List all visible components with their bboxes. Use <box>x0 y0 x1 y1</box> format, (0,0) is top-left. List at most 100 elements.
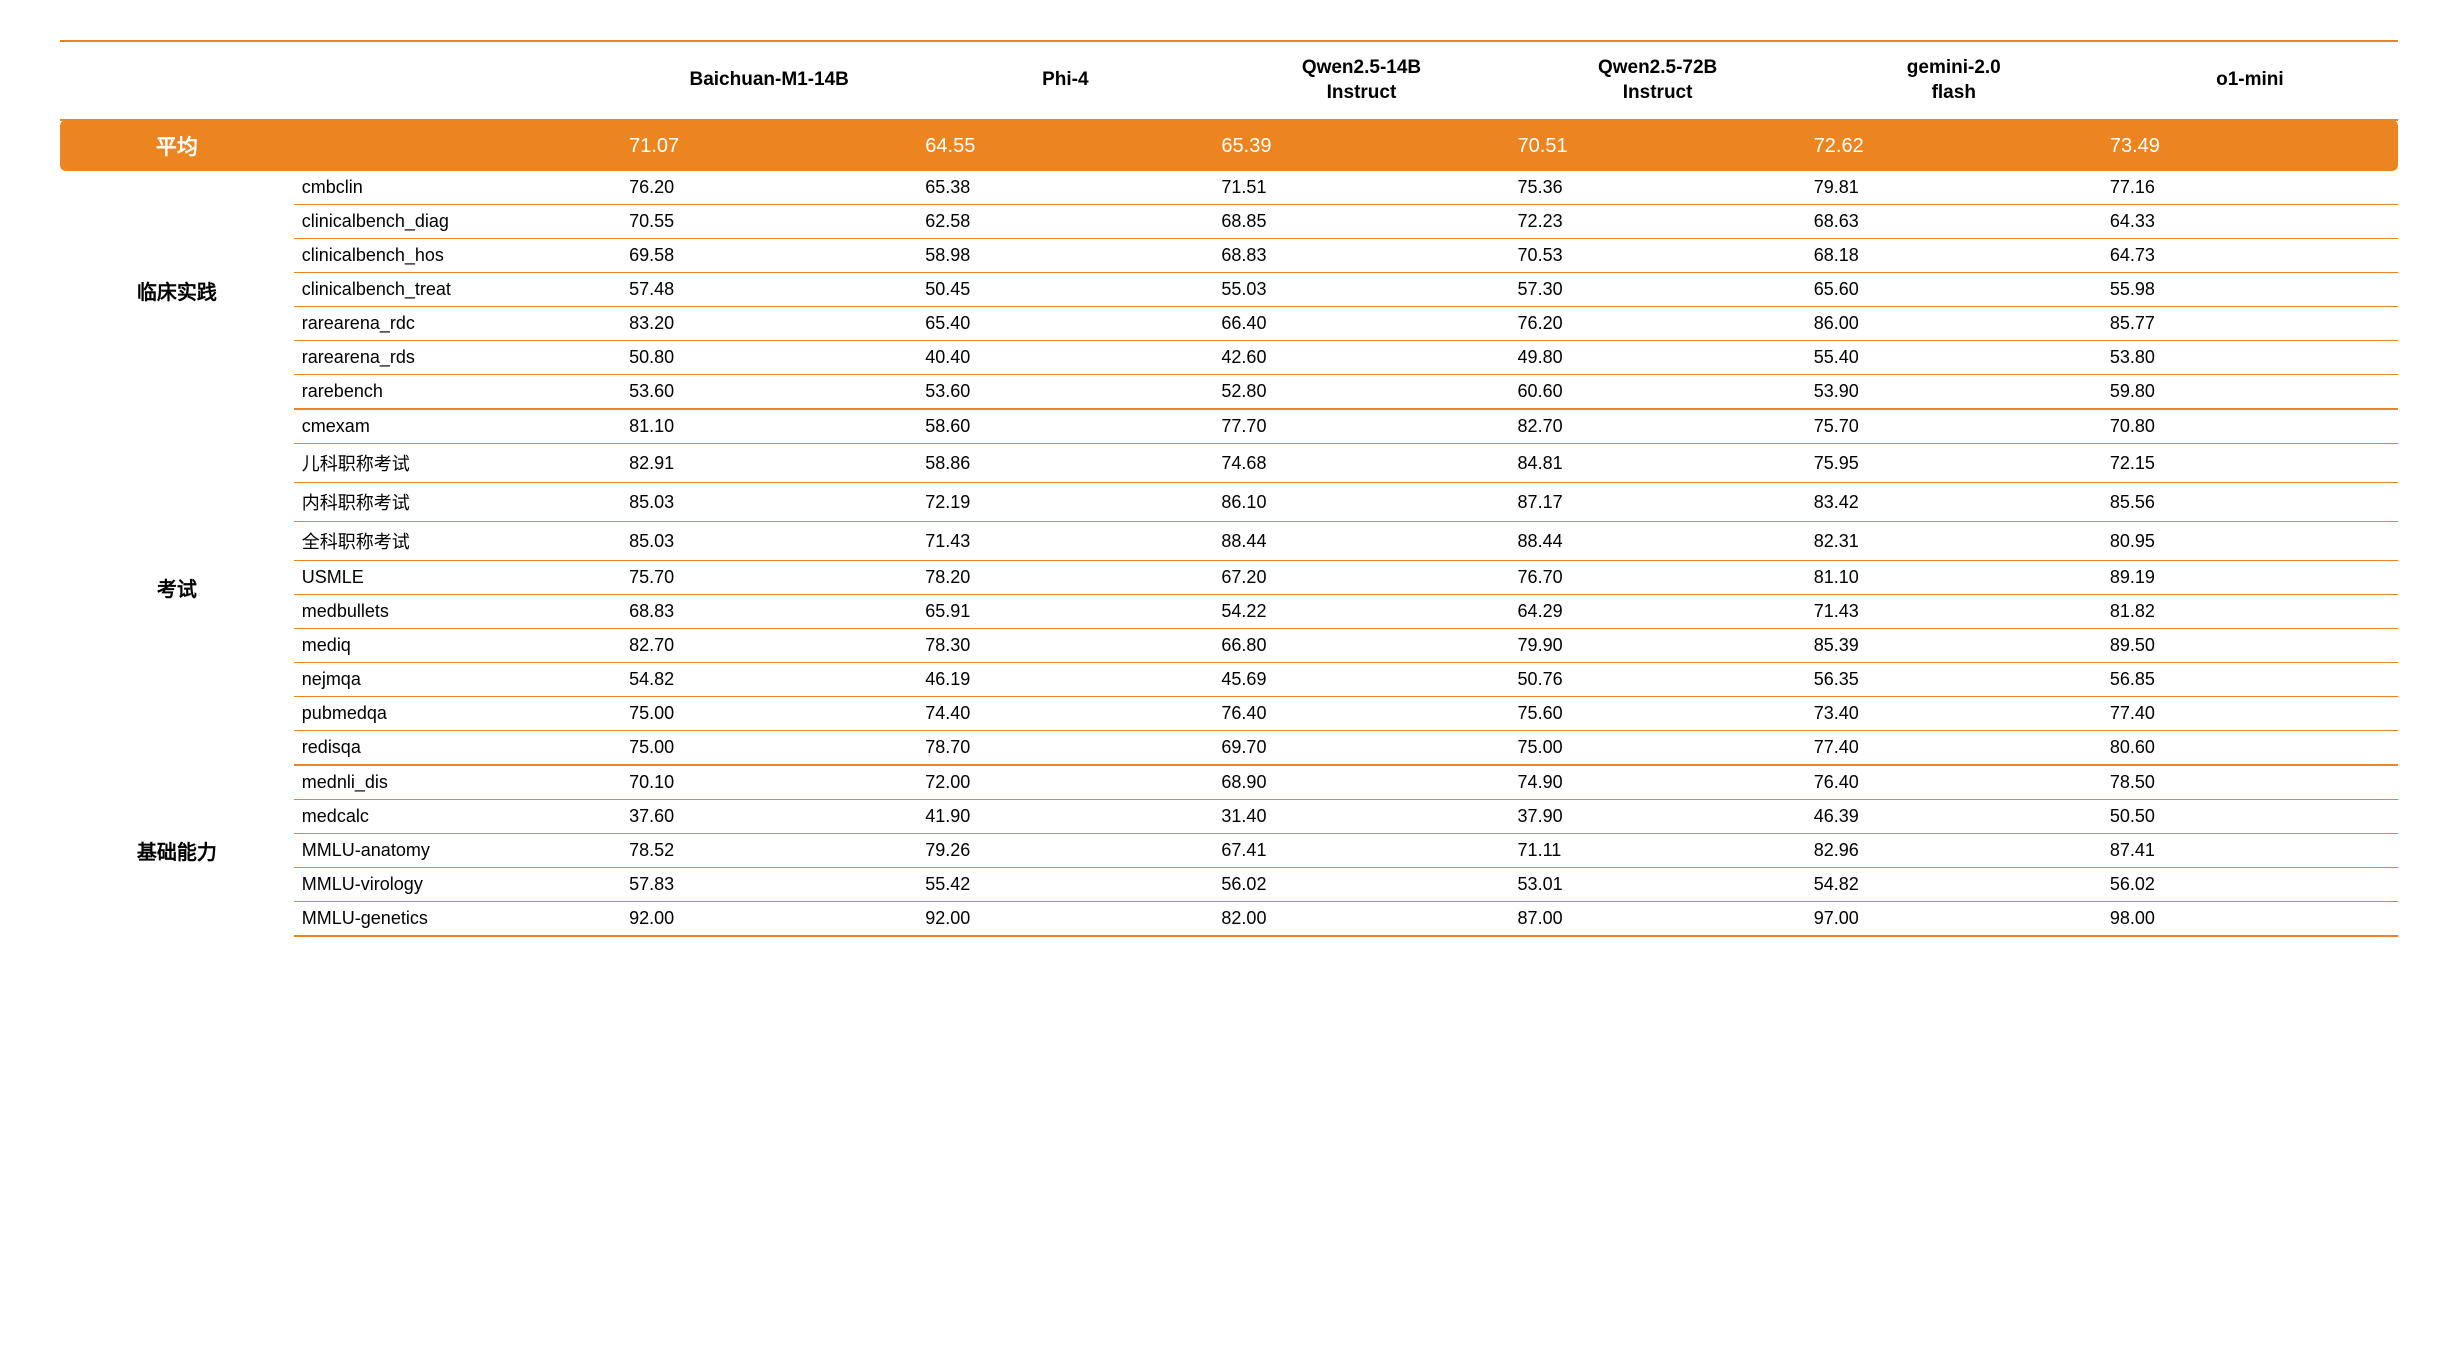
benchmark-name: nejmqa <box>294 663 621 697</box>
table-row: medcalc37.6041.9031.4037.9046.3950.50 <box>60 800 2398 834</box>
table-row: redisqa75.0078.7069.7075.0077.4080.60 <box>60 731 2398 766</box>
benchmark-name: medcalc <box>294 800 621 834</box>
header-model-1: Phi-4 <box>917 41 1213 120</box>
cell-value: 76.40 <box>1806 765 2102 800</box>
cell-value: 74.90 <box>1510 765 1806 800</box>
cell-value: 46.39 <box>1806 800 2102 834</box>
cell-value: 80.60 <box>2102 731 2398 766</box>
table-row: USMLE75.7078.2067.2076.7081.1089.19 <box>60 561 2398 595</box>
cell-value: 82.96 <box>1806 834 2102 868</box>
cell-value: 53.90 <box>1806 375 2102 410</box>
cell-value: 75.60 <box>1510 697 1806 731</box>
table-row: pubmedqa75.0074.4076.4075.6073.4077.40 <box>60 697 2398 731</box>
cell-value: 64.33 <box>2102 205 2398 239</box>
cell-value: 70.53 <box>1510 239 1806 273</box>
cell-value: 92.00 <box>917 902 1213 937</box>
cell-value: 71.11 <box>1510 834 1806 868</box>
cell-value: 83.42 <box>1806 483 2102 522</box>
cell-value: 50.76 <box>1510 663 1806 697</box>
cell-value: 40.40 <box>917 341 1213 375</box>
cell-value: 53.80 <box>2102 341 2398 375</box>
benchmark-name: MMLU-anatomy <box>294 834 621 868</box>
cell-value: 72.19 <box>917 483 1213 522</box>
cell-value: 78.20 <box>917 561 1213 595</box>
cell-value: 73.40 <box>1806 697 2102 731</box>
group-label: 考试 <box>60 409 294 765</box>
header-model-0: Baichuan-M1-14B <box>621 41 917 120</box>
table-row: 内科职称考试85.0372.1986.1087.1783.4285.56 <box>60 483 2398 522</box>
cell-value: 75.00 <box>621 697 917 731</box>
table-row: 临床实践cmbclin76.2065.3871.5175.3679.8177.1… <box>60 171 2398 205</box>
cell-value: 76.20 <box>621 171 917 205</box>
cell-value: 54.82 <box>1806 868 2102 902</box>
cell-value: 55.42 <box>917 868 1213 902</box>
cell-value: 82.91 <box>621 444 917 483</box>
cell-value: 75.00 <box>1510 731 1806 766</box>
cell-value: 57.30 <box>1510 273 1806 307</box>
table-row: clinicalbench_hos69.5858.9868.8370.5368.… <box>60 239 2398 273</box>
benchmark-name: MMLU-genetics <box>294 902 621 937</box>
cell-value: 75.36 <box>1510 171 1806 205</box>
cell-value: 97.00 <box>1806 902 2102 937</box>
cell-value: 85.77 <box>2102 307 2398 341</box>
benchmark-name: rarearena_rds <box>294 341 621 375</box>
cell-value: 45.69 <box>1213 663 1509 697</box>
cell-value: 65.60 <box>1806 273 2102 307</box>
benchmark-name: 内科职称考试 <box>294 483 621 522</box>
table-row: rarearena_rdc83.2065.4066.4076.2086.0085… <box>60 307 2398 341</box>
cell-value: 79.90 <box>1510 629 1806 663</box>
header-model-5: o1-mini <box>2102 41 2398 120</box>
cell-value: 56.02 <box>1213 868 1509 902</box>
average-value-5: 73.49 <box>2102 120 2398 171</box>
cell-value: 68.90 <box>1213 765 1509 800</box>
average-value-1: 64.55 <box>917 120 1213 171</box>
table-row: 基础能力mednli_dis70.1072.0068.9074.9076.407… <box>60 765 2398 800</box>
cell-value: 76.40 <box>1213 697 1509 731</box>
group-label: 基础能力 <box>60 765 294 936</box>
cell-value: 53.60 <box>621 375 917 410</box>
cell-value: 75.95 <box>1806 444 2102 483</box>
cell-value: 78.30 <box>917 629 1213 663</box>
cell-value: 58.60 <box>917 409 1213 444</box>
average-value-2: 65.39 <box>1213 120 1509 171</box>
cell-value: 37.90 <box>1510 800 1806 834</box>
cell-value: 50.80 <box>621 341 917 375</box>
cell-value: 78.52 <box>621 834 917 868</box>
cell-value: 79.26 <box>917 834 1213 868</box>
cell-value: 74.68 <box>1213 444 1509 483</box>
cell-value: 72.00 <box>917 765 1213 800</box>
benchmark-name: clinicalbench_diag <box>294 205 621 239</box>
cell-value: 71.43 <box>1806 595 2102 629</box>
table-body: 平均 71.07 64.55 65.39 70.51 72.62 73.49 临… <box>60 120 2398 936</box>
benchmark-table-container: Baichuan-M1-14B Phi-4 Qwen2.5-14BInstruc… <box>60 40 2398 937</box>
benchmark-name: USMLE <box>294 561 621 595</box>
table-row: clinicalbench_diag70.5562.5868.8572.2368… <box>60 205 2398 239</box>
cell-value: 98.00 <box>2102 902 2398 937</box>
cell-value: 92.00 <box>621 902 917 937</box>
cell-value: 89.50 <box>2102 629 2398 663</box>
cell-value: 56.02 <box>2102 868 2398 902</box>
cell-value: 82.70 <box>621 629 917 663</box>
table-row: mediq82.7078.3066.8079.9085.3989.50 <box>60 629 2398 663</box>
cell-value: 85.56 <box>2102 483 2398 522</box>
header-model-2: Qwen2.5-14BInstruct <box>1213 41 1509 120</box>
cell-value: 82.00 <box>1213 902 1509 937</box>
benchmark-name: rarearena_rdc <box>294 307 621 341</box>
cell-value: 88.44 <box>1510 522 1806 561</box>
benchmark-name: mednli_dis <box>294 765 621 800</box>
cell-value: 41.90 <box>917 800 1213 834</box>
benchmark-name: mediq <box>294 629 621 663</box>
cell-value: 82.31 <box>1806 522 2102 561</box>
cell-value: 50.45 <box>917 273 1213 307</box>
average-row: 平均 71.07 64.55 65.39 70.51 72.62 73.49 <box>60 120 2398 171</box>
average-value-3: 70.51 <box>1510 120 1806 171</box>
cell-value: 53.60 <box>917 375 1213 410</box>
cell-value: 66.80 <box>1213 629 1509 663</box>
table-header-row: Baichuan-M1-14B Phi-4 Qwen2.5-14BInstruc… <box>60 41 2398 120</box>
average-value-4: 72.62 <box>1806 120 2102 171</box>
cell-value: 64.73 <box>2102 239 2398 273</box>
cell-value: 85.03 <box>621 483 917 522</box>
cell-value: 79.81 <box>1806 171 2102 205</box>
table-row: 全科职称考试85.0371.4388.4488.4482.3180.95 <box>60 522 2398 561</box>
cell-value: 46.19 <box>917 663 1213 697</box>
